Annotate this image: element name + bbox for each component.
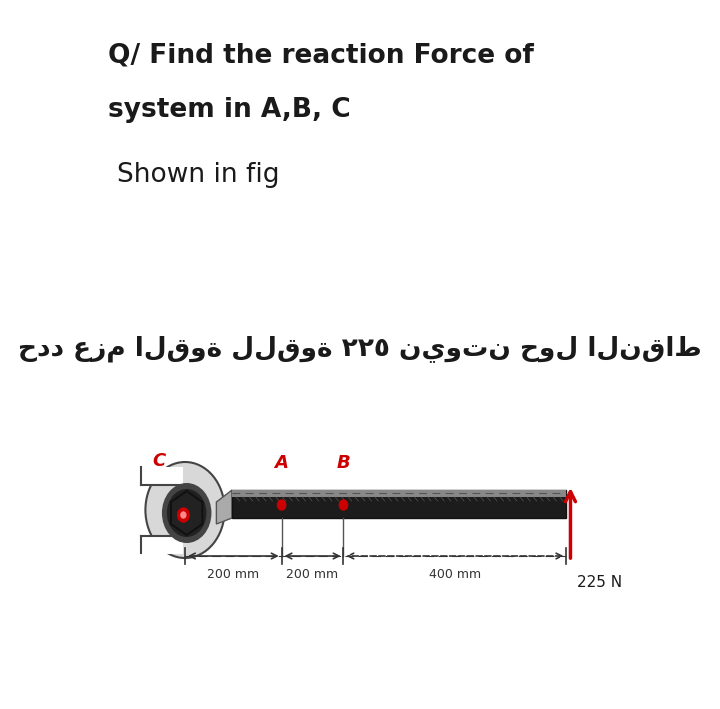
Polygon shape [217, 490, 232, 524]
Text: system in A,B, C: system in A,B, C [108, 97, 351, 123]
Bar [137, 467, 184, 485]
Text: Shown in fig: Shown in fig [117, 162, 279, 188]
Circle shape [162, 483, 212, 543]
Text: 200 mm: 200 mm [207, 568, 259, 581]
Circle shape [181, 512, 186, 518]
Bar [232, 490, 567, 497]
Circle shape [339, 500, 348, 510]
Circle shape [167, 489, 207, 537]
Circle shape [277, 500, 286, 510]
Polygon shape [171, 491, 202, 535]
Text: 400 mm: 400 mm [429, 568, 481, 581]
Text: A: A [274, 454, 289, 472]
Bar [137, 536, 184, 554]
Text: Q/ Find the reaction Force of: Q/ Find the reaction Force of [108, 42, 534, 68]
Circle shape [145, 462, 225, 558]
Polygon shape [171, 491, 202, 535]
Bar [232, 490, 567, 518]
Text: C: C [152, 452, 166, 470]
Circle shape [178, 508, 189, 522]
Text: حدد عزم القوة للقوة ٢٢٥ نيوتن حول النقاط: حدد عزم القوة للقوة ٢٢٥ نيوتن حول النقاط [18, 335, 702, 362]
Text: 200 mm: 200 mm [287, 568, 338, 581]
Text: B: B [337, 454, 351, 472]
Text: 225 N: 225 N [577, 575, 622, 590]
